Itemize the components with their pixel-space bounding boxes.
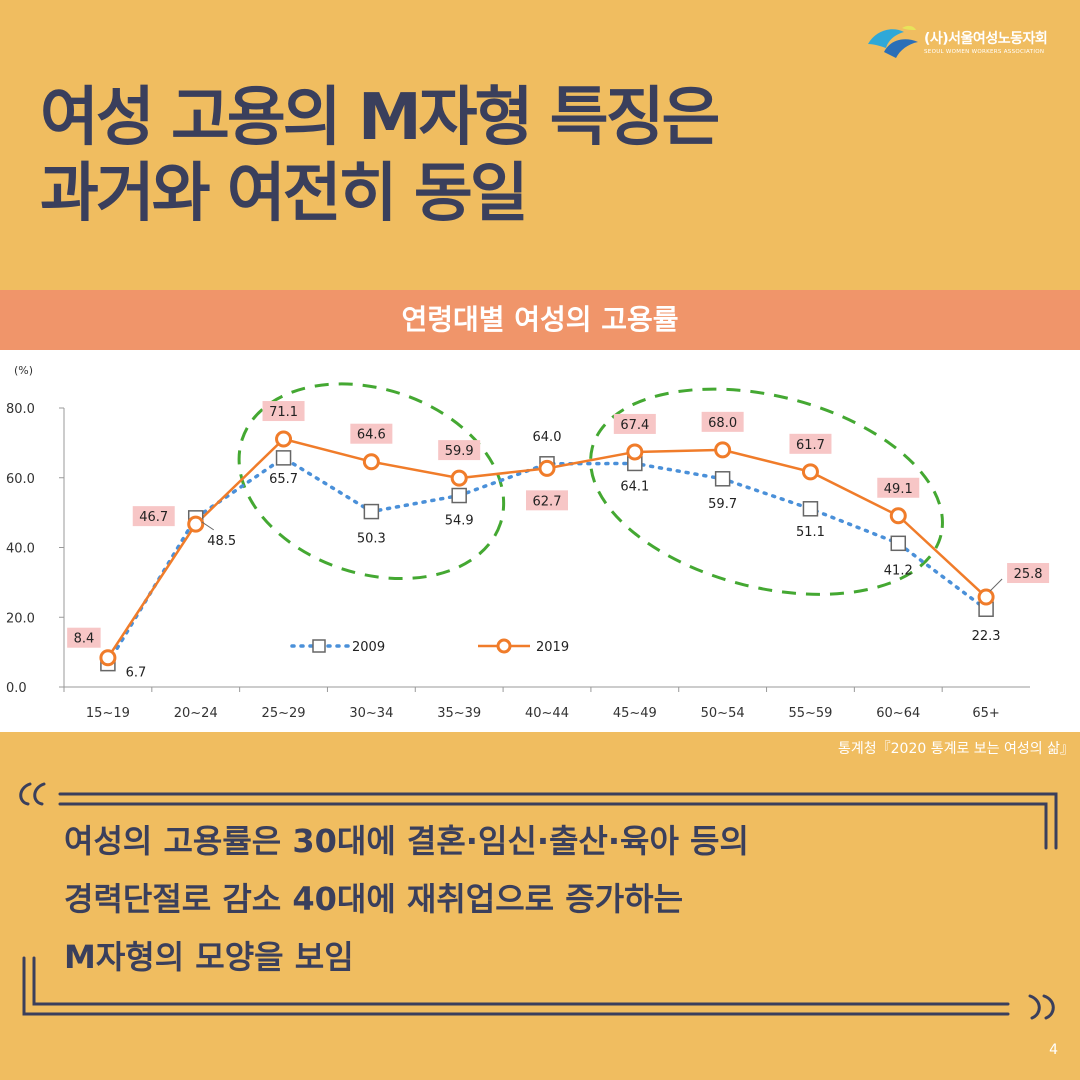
y-tick-label: 40.0 [6,542,35,557]
data-label-bg [789,433,832,454]
point-2019 [450,469,468,487]
data-label-2009: 41.2 [884,563,913,578]
point-2009 [714,471,731,487]
quote-line-3: M자형의 모양을 보임 [64,938,354,976]
data-label-2009: 64.1 [620,479,649,494]
data-label-2019: 71.1 [269,405,298,420]
data-label-bg [262,401,305,422]
org-logo: (사)서울여성노동자회 SEOUL WOMEN WORKERS ASSOCIAT… [866,22,1066,62]
data-label-2019: 49.1 [884,482,913,497]
quote-frame [19,782,1058,1020]
x-tick-label: 20~24 [174,706,218,721]
x-tick-label: 30~34 [349,706,393,721]
data-label-2009: 54.9 [445,514,474,529]
data-label-2009: 64.0 [533,430,562,445]
chart-title-banner: 연령대별 여성의 고용률 [0,290,1080,350]
data-label-2019: 46.7 [139,510,168,525]
data-label-2009: 22.3 [972,629,1001,644]
page-number: 4 [1049,1042,1058,1058]
data-label-bg [526,490,568,511]
open-quote-icon [19,782,46,806]
point-2019 [889,507,907,525]
quote-box: 여성의 고용률은 30대에 결혼·임신·출산·육아 등의 경력단절로 감소 40… [0,770,1080,1030]
x-tick-label: 40~44 [525,706,569,721]
legend-marker-2009 [312,639,326,653]
x-tick-label: 45~49 [613,706,657,721]
title-line-1: 여성 고용의 M자형 특징은 [40,81,720,155]
label-leader-line [201,521,215,531]
x-tick-label: 60~64 [876,706,920,721]
series-line-2009 [106,455,988,666]
point-2009 [802,501,819,517]
data-label-2019: 68.0 [708,416,737,431]
quote-line-2: 경력단절로 감소 40대에 재취업으로 증가하는 [64,880,684,918]
data-label-2009: 50.3 [357,532,386,547]
legend-label-2019: 2019 [536,640,569,655]
point-2019 [714,441,732,459]
quote-frame-lines [22,792,1058,1016]
legend-label-2009: 2009 [352,640,385,655]
title-line-2: 과거와 여전히 동일 [40,157,529,231]
point-2019 [275,430,293,448]
point-2009 [890,535,907,552]
data-label-2009: 6.7 [126,666,147,681]
data-label-2009: 59.7 [708,497,737,512]
highlight-ellipse-30s [237,382,506,581]
source-citation: 통계청『2020 통계로 보는 여성의 삶』 [838,741,1074,757]
data-label-2009: 51.1 [796,525,825,540]
data-label-bg [132,506,175,527]
point-2019 [362,453,380,471]
quote-line-1: 여성의 고용률은 30대에 결혼·임신·출산·육아 등의 [64,822,749,860]
point-2019 [187,515,205,533]
page-title: 여성 고용의 M자형 특징은 과거와 여전히 동일 [40,80,720,232]
chart-panel: (%) 0.0 20.0 40.0 60.0 80.0 15~19 20~24 25~29 30~… [0,350,1080,732]
y-tick-label: 80.0 [6,402,35,417]
y-tick-label: 20.0 [6,611,35,626]
data-label-bg [701,411,744,432]
point-2019 [538,459,556,477]
y-tick-label: 60.0 [6,472,35,487]
y-tick-label: 0.0 [6,681,27,696]
x-tick-label: 55~59 [788,706,832,721]
employment-rate-chart: (%) 0.0 20.0 40.0 60.0 80.0 15~19 20~24 25~29 30~… [6,364,1050,721]
data-label-bg [613,413,656,434]
data-label-2019: 59.9 [445,444,474,459]
data-label-bg [438,440,481,461]
logo-mark-icon [868,25,918,58]
x-tick-label: 50~54 [701,706,745,721]
point-2019 [977,588,995,606]
point-2009 [363,503,380,520]
data-label-2019: 61.7 [796,438,825,453]
point-2019 [626,443,644,461]
chart-title: 연령대별 여성의 고용률 [401,303,679,336]
data-label-2009: 65.7 [269,472,298,487]
org-name-english: SEOUL WOMEN WORKERS ASSOCIATION [924,49,1045,55]
highlight-ellipse-50s [589,387,944,596]
data-label-bg [67,627,101,648]
data-label-2019: 64.6 [357,428,386,443]
quote-text: 여성의 고용률은 30대에 결혼·임신·출산·육아 등의 경력단절로 감소 40… [64,812,1044,986]
data-label-2019: 67.4 [620,418,649,433]
point-2009 [275,450,292,466]
org-name: (사)서울여성노동자회 [924,31,1048,47]
close-quote-icon [1028,994,1055,1020]
data-label-2019: 62.7 [533,494,562,509]
label-leader-line [989,578,1003,592]
y-axis-unit: (%) [14,364,33,377]
legend-marker-2019 [496,638,512,654]
data-label-bg [350,423,393,444]
data-label-2009: 48.5 [207,534,236,549]
x-tick-label: 15~19 [86,706,130,721]
point-2009 [451,487,467,504]
data-label-2019: 8.4 [74,632,95,647]
x-tick-label: 65+ [972,706,999,721]
data-label-bg [877,477,920,498]
x-tick-label: 25~29 [262,706,306,721]
point-2019 [801,463,819,481]
data-label-bg [1007,563,1050,584]
x-tick-label: 35~39 [437,706,481,721]
point-2019 [99,649,117,667]
data-label-2019: 25.8 [1014,567,1043,582]
